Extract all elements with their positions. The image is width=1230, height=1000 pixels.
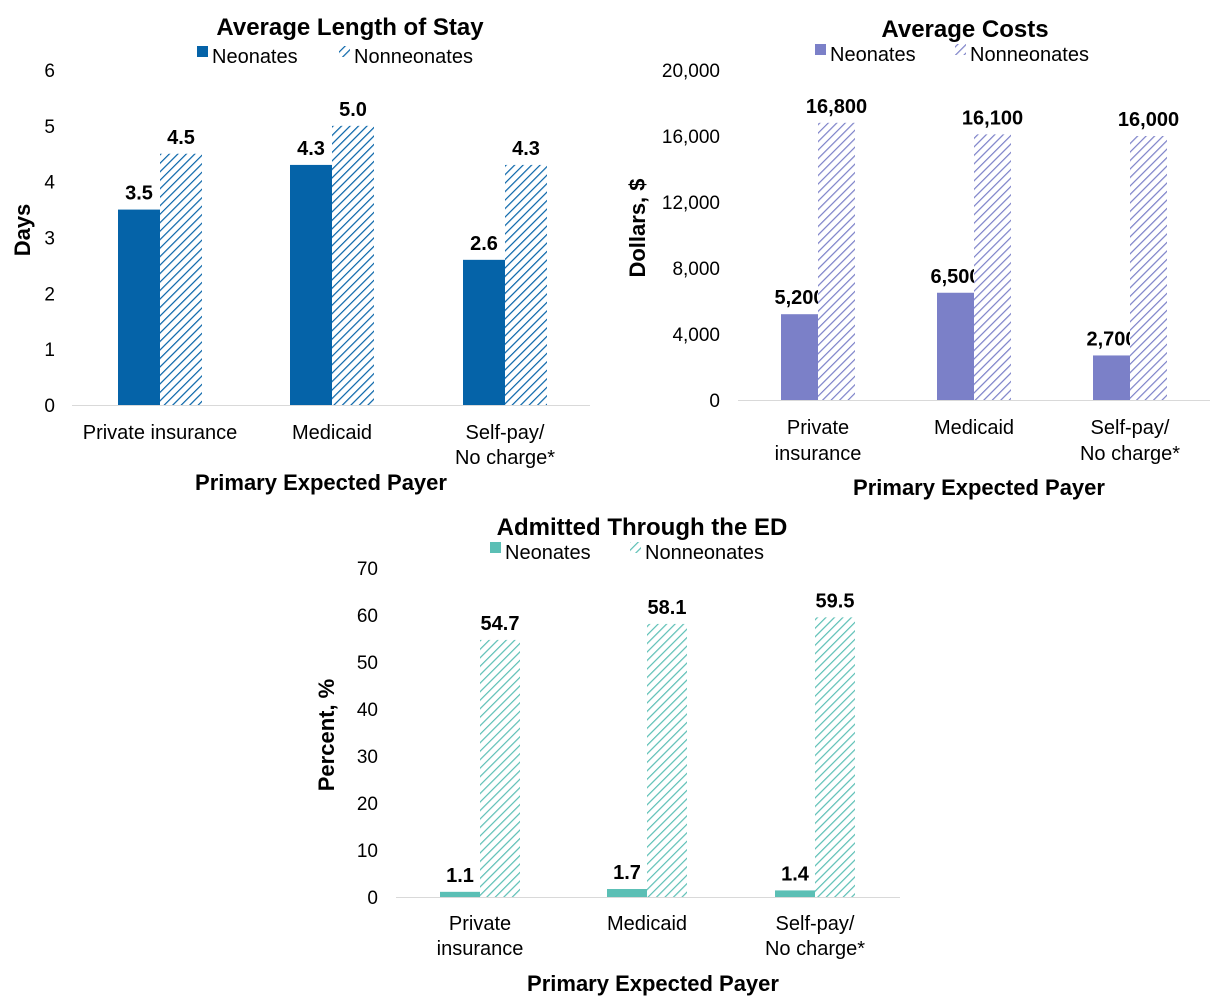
data-label: 58.1 [648, 597, 687, 619]
y-axis-title: Percent, % [314, 679, 339, 792]
legend-label-nonneonates: Nonneonates [970, 44, 1089, 66]
y-tick-label: 20,000 [662, 61, 720, 82]
data-label: 16,100 [962, 107, 1023, 129]
x-category-label: Private insurance [83, 422, 238, 444]
chart-title: Average Costs [881, 16, 1048, 43]
y-tick-label: 3 [44, 229, 55, 250]
bar-neonates [290, 164, 332, 405]
legend-label-nonneonates: Nonneonates [645, 542, 764, 564]
bar-neonates [463, 259, 505, 405]
y-tick-label: 10 [357, 841, 378, 862]
legend-swatch-neonates [815, 44, 826, 55]
y-axis-title: Days [10, 204, 35, 257]
x-category-label: Self-pay/ [1091, 417, 1170, 439]
data-label: 59.5 [816, 590, 855, 612]
y-tick-label: 0 [367, 888, 378, 909]
bar-nonneonates [974, 134, 1011, 400]
x-category-label: Self-pay/ [776, 913, 855, 935]
bar-nonneonates [647, 623, 687, 897]
data-label: 1.4 [781, 863, 810, 885]
data-label: 3.5 [125, 183, 153, 205]
bar-neonates [781, 314, 818, 400]
data-label: 4.3 [297, 138, 325, 160]
y-tick-label: 40 [357, 700, 378, 721]
bar-neonates [440, 891, 480, 897]
legend-label-neonates: Neonates [830, 44, 916, 66]
legend-swatch-nonneonates [630, 542, 641, 553]
x-category-label: No charge* [765, 938, 865, 960]
x-category-label: Medicaid [934, 417, 1014, 439]
x-category-label: No charge* [1080, 443, 1180, 465]
data-label: 1.1 [446, 865, 474, 887]
data-label: 4.3 [512, 138, 540, 160]
y-tick-label: 4,000 [672, 325, 720, 346]
data-label: 5,200 [774, 287, 824, 309]
bar-neonates [937, 292, 974, 400]
y-tick-label: 12,000 [662, 193, 720, 214]
y-tick-label: 70 [357, 559, 378, 580]
x-category-label: Private [787, 417, 849, 439]
bar-nonneonates [505, 164, 547, 405]
x-category-label: insurance [437, 938, 524, 960]
y-tick-label: 4 [44, 173, 55, 194]
bar-nonneonates [1130, 136, 1167, 400]
y-axis-title: Dollars, $ [625, 178, 650, 277]
data-label: 16,800 [806, 96, 867, 118]
y-tick-label: 20 [357, 794, 378, 815]
bar-neonates [607, 889, 647, 897]
bar-nonneonates [480, 639, 520, 897]
data-label: 16,000 [1118, 109, 1179, 131]
data-label: 2,700 [1086, 328, 1136, 350]
legend-swatch-nonneonates [955, 44, 966, 55]
legend-label-neonates: Neonates [505, 542, 591, 564]
bar-nonneonates [815, 617, 855, 897]
legend-swatch-neonates [197, 46, 208, 57]
x-category-label: Medicaid [292, 422, 372, 444]
x-axis-title: Primary Expected Payer [853, 475, 1105, 500]
y-tick-label: 16,000 [662, 127, 720, 148]
bar-neonates [775, 890, 815, 897]
x-axis-title: Primary Expected Payer [195, 470, 447, 495]
chart-title: Admitted Through the ED [497, 514, 788, 541]
y-tick-label: 5 [44, 117, 55, 138]
legend-swatch-nonneonates [339, 46, 350, 57]
data-label: 54.7 [481, 613, 520, 635]
y-tick-label: 6 [44, 61, 55, 82]
bar-nonneonates [332, 125, 374, 405]
data-label: 1.7 [613, 862, 641, 884]
bar-nonneonates [160, 153, 202, 405]
x-category-label: Self-pay/ [466, 422, 545, 444]
x-axis-title: Primary Expected Payer [527, 971, 779, 996]
y-tick-label: 0 [44, 396, 55, 417]
y-tick-label: 30 [357, 747, 378, 768]
x-category-label: No charge* [455, 447, 555, 469]
x-category-label: Private [449, 913, 511, 935]
y-tick-label: 8,000 [672, 259, 720, 280]
y-tick-label: 50 [357, 653, 378, 674]
legend-label-nonneonates: Nonneonates [354, 46, 473, 68]
data-label: 5.0 [339, 99, 367, 121]
y-tick-label: 1 [44, 340, 55, 361]
y-tick-label: 0 [709, 391, 720, 412]
data-label: 2.6 [470, 233, 498, 255]
chart-title: Average Length of Stay [216, 14, 484, 41]
bar-neonates [118, 209, 160, 405]
x-category-label: Medicaid [607, 913, 687, 935]
y-tick-label: 60 [357, 606, 378, 627]
y-tick-label: 2 [44, 284, 55, 305]
bar-nonneonates [818, 122, 855, 401]
legend-label-neonates: Neonates [212, 46, 298, 68]
chart-1: Average Length of Stay Neonates Nonneonate… [10, 14, 590, 495]
data-label: 6,500 [930, 266, 980, 288]
x-category-label: insurance [775, 443, 862, 465]
legend-swatch-neonates [490, 542, 501, 553]
bar-neonates [1093, 355, 1130, 400]
data-label: 4.5 [167, 127, 195, 149]
